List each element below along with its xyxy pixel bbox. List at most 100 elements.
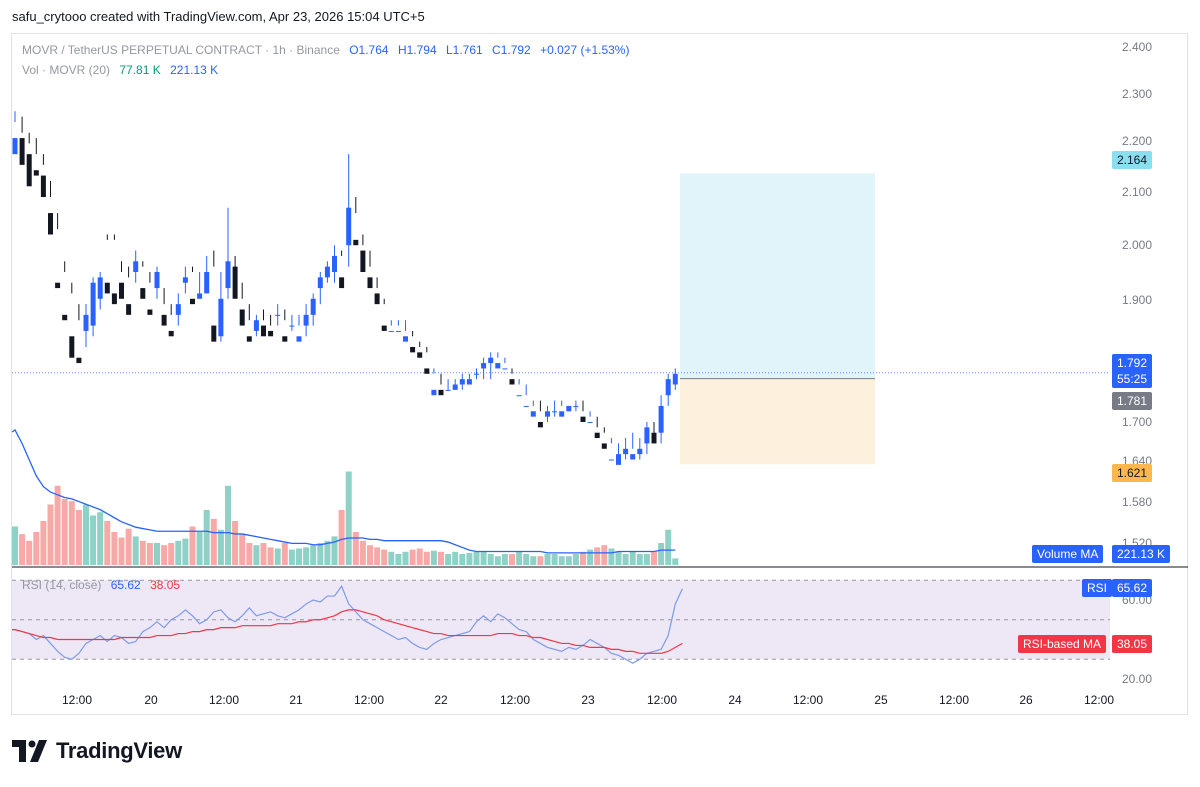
candle-body bbox=[502, 368, 508, 370]
volume-bar bbox=[253, 545, 260, 565]
candle-body bbox=[452, 384, 458, 390]
tradingview-logo[interactable]: TradingView bbox=[12, 738, 182, 764]
candle-body bbox=[488, 357, 494, 364]
time-axis-tick: 25 bbox=[874, 693, 888, 707]
volume-bar bbox=[317, 543, 324, 565]
candle-body bbox=[594, 432, 600, 439]
brand-name: TradingView bbox=[56, 738, 182, 763]
stop-price-tag: 1.621 bbox=[1112, 464, 1153, 482]
rsi-line bbox=[12, 584, 683, 664]
time-axis-tick: 12:00 bbox=[354, 693, 384, 707]
candle-body bbox=[608, 459, 614, 461]
candle-body bbox=[317, 277, 323, 289]
volume-bar bbox=[416, 548, 423, 565]
volume-bar bbox=[47, 504, 54, 565]
volume-bar bbox=[665, 529, 672, 565]
volume-bar bbox=[374, 547, 381, 565]
volume-bar bbox=[658, 543, 665, 565]
candle-body bbox=[161, 314, 167, 326]
candle-body bbox=[360, 250, 366, 272]
volume-bar bbox=[594, 547, 601, 565]
volume-bar bbox=[125, 528, 132, 565]
volume-bar bbox=[310, 545, 317, 565]
price-axis-tick: 1.580 bbox=[1122, 495, 1152, 509]
candle-body bbox=[672, 373, 678, 385]
candle-body bbox=[665, 379, 671, 396]
volume-bar bbox=[19, 534, 26, 565]
volume-bar bbox=[296, 548, 302, 565]
volume-bar bbox=[459, 554, 466, 565]
candle-body bbox=[282, 336, 288, 342]
rsi-value-tag: 65.62 bbox=[1112, 579, 1153, 597]
candle-body bbox=[445, 389, 451, 391]
price-axis-tick: 2.400 bbox=[1122, 40, 1152, 54]
volume-bar bbox=[430, 550, 437, 565]
candle-body bbox=[48, 213, 53, 235]
volume-bar bbox=[260, 543, 267, 565]
volume-bar bbox=[33, 532, 40, 565]
chart-frame[interactable] bbox=[11, 33, 1188, 715]
volume-bar bbox=[558, 556, 565, 565]
candle-body bbox=[246, 336, 252, 342]
volume-bar bbox=[367, 545, 373, 565]
rsi-label-tag: RSI bbox=[1082, 579, 1113, 597]
candle-body bbox=[566, 405, 572, 412]
candle-body bbox=[417, 352, 423, 358]
volume-label[interactable]: Vol · MOVR (20) bbox=[22, 63, 111, 77]
volume-bar bbox=[139, 540, 146, 565]
candle-body bbox=[438, 389, 444, 396]
symbol-name[interactable]: MOVR / TetherUS PERPETUAL CONTRACT · 1h … bbox=[22, 43, 340, 57]
candle-body bbox=[374, 293, 380, 305]
candle-body bbox=[516, 395, 522, 397]
ohlc-low: L1.761 bbox=[445, 43, 483, 57]
volume-bar bbox=[643, 554, 650, 565]
candle-body bbox=[253, 320, 259, 331]
candle-body bbox=[218, 298, 224, 337]
candle-body bbox=[637, 448, 643, 455]
volume-bar bbox=[501, 554, 508, 565]
tradingview-logo-icon bbox=[12, 740, 47, 762]
volume-bar bbox=[54, 485, 61, 565]
volume-bar bbox=[480, 551, 487, 565]
candle-body bbox=[197, 293, 203, 299]
time-axis-tick: 12:00 bbox=[1084, 693, 1114, 707]
volume-bar bbox=[161, 545, 168, 565]
time-axis-tick: 12:00 bbox=[793, 693, 823, 707]
volume-bar bbox=[196, 532, 203, 565]
ohlc-high: H1.794 bbox=[397, 43, 437, 57]
candle-body bbox=[346, 207, 352, 246]
candle-body bbox=[339, 277, 345, 289]
volume-bar bbox=[345, 471, 352, 565]
candle-body bbox=[76, 357, 82, 364]
volume-ma-value: 221.13 K bbox=[170, 63, 219, 77]
time-axis-tick: 12:00 bbox=[647, 693, 677, 707]
volume-bar bbox=[537, 556, 544, 565]
candle-body bbox=[154, 272, 160, 289]
candle-body bbox=[133, 261, 139, 272]
time-axis-tick: 12:00 bbox=[209, 693, 239, 707]
stop-loss-zone bbox=[680, 378, 875, 465]
candle-body bbox=[403, 336, 408, 342]
volume-bar bbox=[629, 551, 636, 565]
rsi-band bbox=[12, 580, 1110, 660]
rsi-ma-label-tag: RSI-based MA bbox=[1018, 635, 1107, 653]
volume-bar bbox=[622, 554, 629, 565]
rsi-value: 65.62 bbox=[110, 578, 141, 592]
candle-body bbox=[388, 330, 394, 332]
candle-body bbox=[530, 411, 536, 417]
time-axis-tick: 26 bbox=[1019, 693, 1033, 707]
candle-body bbox=[367, 277, 373, 289]
candle-body bbox=[353, 239, 359, 246]
rsi-label[interactable]: RSI (14, close) bbox=[22, 578, 102, 592]
candle-body bbox=[587, 422, 593, 423]
volume-bar bbox=[331, 536, 338, 565]
candle-body bbox=[303, 314, 309, 326]
volume-bar bbox=[232, 521, 239, 565]
time-axis-tick: 12:00 bbox=[62, 693, 92, 707]
volume-bar bbox=[175, 540, 182, 565]
candle-body bbox=[204, 272, 210, 294]
attribution-text: safu_crytooo created with TradingView.co… bbox=[12, 9, 425, 24]
volume-bar bbox=[530, 556, 537, 565]
volume-value: 77.81 K bbox=[119, 63, 161, 77]
